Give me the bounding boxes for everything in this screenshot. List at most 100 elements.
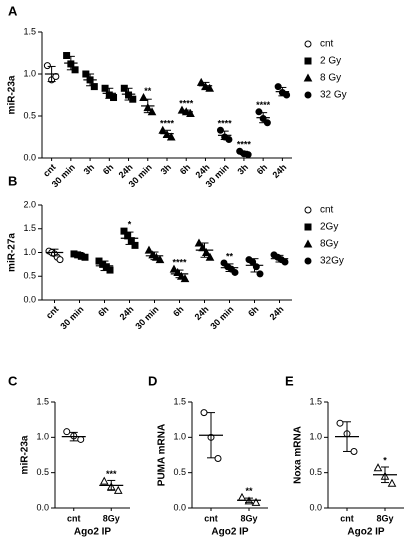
significance: ****	[237, 140, 252, 150]
legend-label: 2Gy	[320, 222, 338, 233]
y-tick-label: 1.5	[23, 26, 36, 36]
y-tick-label: 1.0	[23, 68, 36, 78]
x-tick-label: 24h	[268, 304, 286, 322]
legend-label: 8 Gy	[320, 73, 341, 84]
legend-label: 32Gy	[320, 256, 344, 267]
x-axis-label: Ago2 IP	[347, 527, 385, 538]
x-tick-label: 6h	[255, 162, 270, 177]
panel-label: B	[8, 173, 17, 188]
panel-label: A	[8, 3, 18, 18]
panel-label: E	[285, 373, 294, 388]
y-axis-label: miR-23a	[7, 75, 18, 114]
point	[63, 52, 71, 60]
legend-label: 2 Gy	[320, 56, 341, 67]
point	[124, 232, 132, 240]
y-tick-label: 0.0	[309, 502, 322, 512]
significance: ****	[179, 98, 194, 108]
point	[110, 94, 118, 102]
point	[129, 95, 137, 103]
point	[214, 455, 222, 463]
y-tick-label: 0.5	[173, 467, 186, 477]
x-tick-label: 6h	[96, 304, 111, 319]
y-tick-label: 0.0	[23, 152, 36, 162]
y-tick-label: 0.5	[309, 467, 322, 477]
y-axis-label: miR-27a	[7, 233, 18, 272]
x-axis-label: Ago2 IP	[74, 527, 112, 538]
point	[131, 241, 139, 249]
point	[336, 419, 344, 427]
y-tick-label: 0.5	[23, 271, 36, 281]
point	[90, 83, 98, 91]
legend-label: 32 Gy	[320, 90, 347, 101]
point	[251, 497, 261, 506]
y-tick-label: 0.5	[23, 110, 36, 120]
significance: **	[226, 251, 234, 261]
legend-symbol	[304, 206, 312, 214]
x-tick-label: cnt	[204, 513, 218, 523]
significance: ****	[172, 258, 187, 268]
y-tick-label: 1.0	[309, 432, 322, 442]
x-tick-label: 24h	[270, 162, 288, 180]
point	[350, 447, 358, 455]
y-tick-label: 0.0	[173, 502, 186, 512]
point	[56, 256, 64, 264]
legend-label: 8Gy	[320, 239, 338, 250]
x-axis-label: Ago2 IP	[211, 527, 249, 538]
y-tick-label: 0.0	[23, 294, 36, 304]
y-axis-label: miR-23a	[20, 435, 31, 474]
y-tick-label: 1.0	[173, 432, 186, 442]
point	[77, 435, 85, 443]
y-tick-label: 1.5	[309, 396, 322, 406]
x-tick-label: 30 min	[133, 304, 160, 331]
significance: *	[128, 220, 132, 230]
y-tick-label: 1.0	[36, 432, 49, 442]
x-tick-label: cnt	[67, 513, 81, 523]
point	[373, 463, 383, 472]
panel-label: D	[148, 373, 157, 388]
y-tick-label: 0.5	[36, 467, 49, 477]
point	[283, 91, 291, 99]
y-tick-label: 1.5	[23, 223, 36, 233]
significance: **	[144, 86, 152, 96]
significance: ****	[160, 119, 175, 129]
point	[255, 108, 263, 116]
y-tick-label: 1.5	[173, 396, 186, 406]
point	[274, 83, 282, 91]
point	[127, 237, 135, 245]
significance: ***	[106, 469, 117, 479]
x-tick-label: 3h	[159, 162, 174, 177]
legend-label: cnt	[320, 39, 334, 50]
significance: **	[245, 486, 253, 496]
legend-symbol	[304, 257, 312, 265]
y-tick-label: 0.0	[36, 502, 49, 512]
legend-symbol	[303, 239, 313, 248]
point	[237, 492, 247, 501]
y-axis-label: PUMA mRNA	[157, 424, 168, 486]
point	[387, 478, 397, 487]
x-tick-label: 6h	[101, 162, 116, 177]
y-axis-label: Noxa mRNA	[293, 426, 304, 484]
point	[205, 83, 215, 92]
legend-symbol	[303, 73, 313, 82]
point	[120, 227, 128, 235]
x-tick-label: 8Gy	[376, 513, 393, 523]
point	[216, 126, 224, 134]
x-tick-label: 6h	[171, 304, 186, 319]
significance: *	[383, 455, 387, 465]
point	[200, 409, 208, 417]
x-tick-label: 8Gy	[103, 513, 120, 523]
x-tick-label: 3h	[236, 162, 251, 177]
legend-symbol	[304, 40, 312, 48]
significance: ****	[218, 119, 233, 129]
point	[63, 428, 71, 436]
legend-label: cnt	[320, 205, 334, 216]
panel-label: C	[8, 373, 18, 388]
x-tick-label: 30 min	[58, 304, 85, 331]
x-tick-label: 8Gy	[240, 513, 257, 523]
y-tick-label: 1.0	[23, 247, 36, 257]
point	[99, 476, 109, 485]
x-tick-label: 6h	[178, 162, 193, 177]
x-tick-label: cnt	[44, 304, 61, 321]
x-tick-label: 3h	[82, 162, 97, 177]
